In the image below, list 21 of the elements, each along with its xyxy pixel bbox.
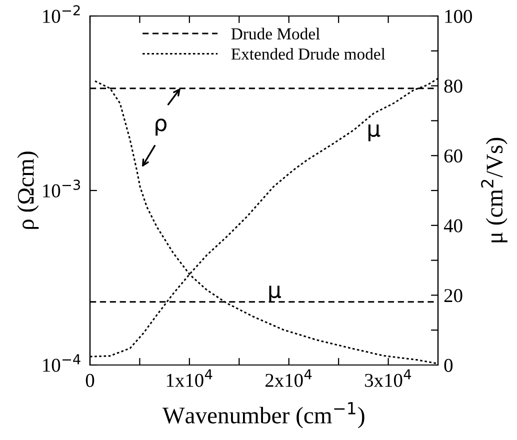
y-tick-label: 10$^{−4}$ — [43, 354, 80, 372]
y-tick-label: 10$^{−2}$ — [43, 5, 80, 23]
y2-tick-label: 20 — [444, 289, 462, 302]
annotation: ρ — [156, 118, 166, 136]
legend-label: Drude Model — [231, 28, 320, 40]
annotation: μ — [368, 124, 380, 142]
x-tick-label: 1x10$^{4}$ — [166, 369, 212, 387]
legend-label: Extended Drude model — [231, 48, 386, 60]
y2-tick-label: 0 — [444, 358, 453, 372]
x-tick-label: 3x10$^{4}$ — [365, 369, 412, 387]
annotation: μ — [269, 286, 281, 302]
y2-axis-title: μ (cm$^{2}$/Vs) — [481, 138, 508, 242]
y2-tick-label: 80 — [444, 80, 462, 93]
y-axis-title: ρ (Ωcm) — [17, 152, 39, 229]
y2-tick-label: 40 — [444, 219, 462, 232]
x-tick-label: 2x10$^{4}$ — [266, 369, 312, 387]
y-tick-label: 10$^{−3}$ — [43, 180, 80, 198]
y2-tick-label: 100 — [445, 10, 472, 23]
y2-tick-label: 60 — [444, 149, 462, 163]
x-tick-label: 0 — [86, 374, 94, 388]
x-axis-title: Wavenumber (cm$^{−1}$) — [162, 402, 364, 428]
